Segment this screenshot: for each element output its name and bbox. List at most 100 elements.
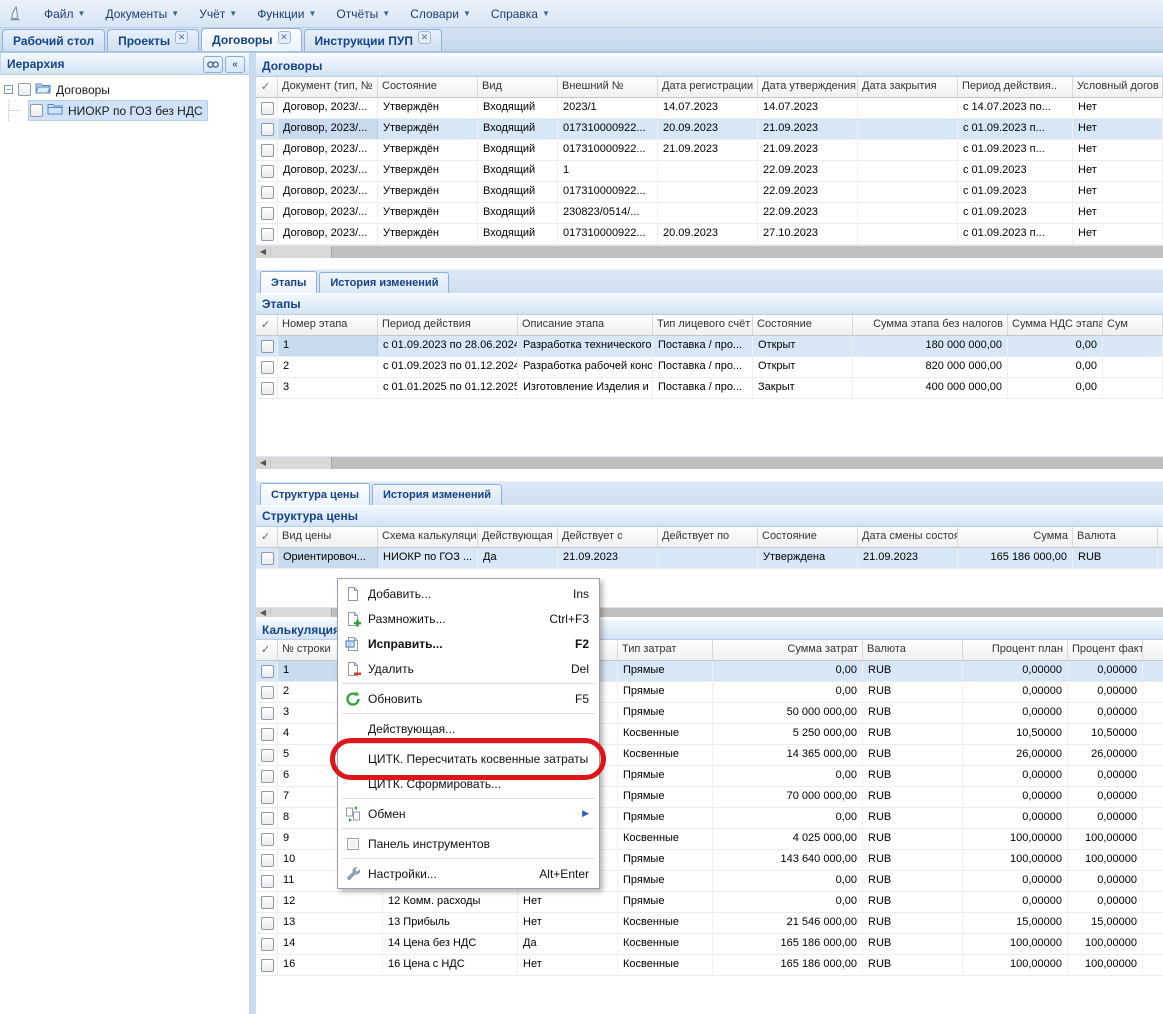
table-row[interactable]: 14 14 Цена без НДС Да Косвенные 165 186 000,… (256, 934, 1163, 955)
table-row[interactable]: Договор, 2023/... Утверждён Входящий 2023/1… (256, 98, 1163, 119)
close-icon[interactable]: ✕ (277, 30, 291, 44)
table-row[interactable]: Договор, 2023/... Утверждён Входящий 230823… (256, 203, 1163, 224)
row-checkbox-cell[interactable] (256, 661, 278, 681)
column-header[interactable]: Дата закрытия (858, 77, 958, 97)
column-header[interactable]: ✓ (256, 77, 278, 97)
row-checkbox[interactable] (261, 686, 274, 699)
menubar-item-1[interactable]: Файл ▼ (34, 3, 95, 25)
tree-checkbox[interactable] (30, 104, 43, 117)
tree-node-2[interactable]: НИОКР по ГОЗ без НДС (4, 100, 249, 121)
row-checkbox-cell[interactable] (256, 913, 278, 933)
tree-node-content[interactable]: НИОКР по ГОЗ без НДС (28, 100, 208, 121)
row-checkbox-cell[interactable] (256, 357, 278, 377)
workspace-tab-1[interactable]: Рабочий стол (2, 29, 106, 51)
row-checkbox-cell[interactable] (256, 892, 278, 912)
column-header[interactable]: Дата смены состоя (858, 527, 958, 547)
tree-node-content[interactable]: Договоры (17, 80, 114, 99)
context-menu-item-9[interactable]: Обмен ▶ (338, 801, 599, 826)
row-checkbox-cell[interactable] (256, 766, 278, 786)
table-row[interactable]: Договор, 2023/... Утверждён Входящий 017310… (256, 182, 1163, 203)
row-checkbox[interactable] (261, 382, 274, 395)
row-checkbox-cell[interactable] (256, 140, 278, 160)
menubar-item-3[interactable]: Учёт ▼ (189, 3, 247, 25)
column-header[interactable]: Номер этапа (278, 315, 378, 335)
row-checkbox[interactable] (261, 144, 274, 157)
column-header[interactable]: Сумма затрат (713, 640, 863, 660)
close-icon[interactable]: ✕ (175, 31, 189, 44)
column-header[interactable]: Валюта (1073, 527, 1158, 547)
row-checkbox[interactable] (261, 959, 274, 972)
row-checkbox-cell[interactable] (256, 548, 278, 568)
panel-splitter[interactable] (250, 53, 256, 1014)
column-header[interactable]: Сумма НДС этапа (1008, 315, 1103, 335)
column-header[interactable]: Период действия.. (958, 77, 1073, 97)
row-checkbox-cell[interactable] (256, 682, 278, 702)
table-row[interactable]: Договор, 2023/... Утверждён Входящий 017310… (256, 119, 1163, 140)
column-header[interactable]: Действующая (478, 527, 558, 547)
column-header[interactable]: Схема калькуляци (378, 527, 478, 547)
context-menu-item-6[interactable]: Действующая... (338, 716, 599, 741)
row-checkbox[interactable] (261, 102, 274, 115)
stages-hscrollbar[interactable]: ◀ (256, 456, 1163, 469)
row-checkbox-cell[interactable] (256, 955, 278, 975)
column-header[interactable]: Состояние (753, 315, 853, 335)
row-checkbox[interactable] (261, 665, 274, 678)
binoculars-icon[interactable] (203, 55, 223, 73)
table-row[interactable]: Ориентировоч... НИОКР по ГОЗ ... Да 21.09.2… (256, 548, 1163, 569)
column-header[interactable]: ✓ (256, 527, 278, 547)
scroll-left-icon[interactable]: ◀ (256, 246, 270, 258)
context-menu-item-7[interactable]: ЦИТК. Пересчитать косвенные затраты... (338, 746, 599, 771)
row-checkbox[interactable] (261, 770, 274, 783)
row-checkbox[interactable] (261, 728, 274, 741)
row-checkbox-cell[interactable] (256, 850, 278, 870)
row-checkbox[interactable] (261, 917, 274, 930)
menubar-item-2[interactable]: Документы ▼ (95, 3, 189, 25)
row-checkbox[interactable] (261, 875, 274, 888)
tree-node-1[interactable]: − Договоры (4, 79, 249, 100)
row-checkbox[interactable] (261, 165, 274, 178)
table-row[interactable]: Договор, 2023/... Утверждён Входящий 017310… (256, 224, 1163, 245)
row-checkbox[interactable] (261, 833, 274, 846)
column-header[interactable]: Внешний № (558, 77, 658, 97)
contracts-hscrollbar[interactable]: ◀ (256, 245, 1163, 258)
column-header[interactable]: Дата регистрации (658, 77, 758, 97)
column-header[interactable]: Процент план (963, 640, 1068, 660)
row-checkbox-cell[interactable] (256, 182, 278, 202)
scrollbar-thumb[interactable] (270, 246, 332, 258)
column-header[interactable]: Состояние (758, 527, 858, 547)
row-checkbox[interactable] (261, 207, 274, 220)
column-header[interactable]: Условный догов (1073, 77, 1163, 97)
subtab-1[interactable]: Структура цены (260, 483, 370, 505)
column-header[interactable]: Сумма этапа без налогов (853, 315, 1008, 335)
subtab-1[interactable]: Этапы (260, 271, 318, 293)
row-checkbox-cell[interactable] (256, 119, 278, 139)
scrollbar-thumb[interactable] (270, 457, 332, 469)
menubar-item-4[interactable]: Функции ▼ (247, 3, 326, 25)
price-structure-hscrollbar[interactable]: ◀ (256, 607, 1163, 617)
column-header[interactable]: Сумма (958, 527, 1073, 547)
context-menu-item-10[interactable]: Панель инструментов (338, 831, 599, 856)
row-checkbox-cell[interactable] (256, 378, 278, 398)
table-row[interactable]: 12 12 Комм. расходы Нет Прямые 0,00 RUB 0,0000… (256, 892, 1163, 913)
subtab-2[interactable]: История изменений (371, 484, 503, 505)
workspace-tab-2[interactable]: Проекты ✕ (107, 29, 200, 51)
row-checkbox-cell[interactable] (256, 745, 278, 765)
row-checkbox[interactable] (261, 340, 274, 353)
column-header[interactable]: Вид цены (278, 527, 378, 547)
table-row[interactable]: 16 16 Цена с НДС Нет Косвенные 165 186 000,0… (256, 955, 1163, 976)
tree-checkbox[interactable] (18, 83, 31, 96)
row-checkbox-cell[interactable] (256, 224, 278, 244)
row-checkbox[interactable] (261, 938, 274, 951)
row-checkbox-cell[interactable] (256, 98, 278, 118)
row-checkbox[interactable] (261, 186, 274, 199)
scroll-left-icon[interactable]: ◀ (256, 608, 270, 617)
row-checkbox-cell[interactable] (256, 787, 278, 807)
scrollbar-thumb[interactable] (270, 608, 332, 617)
context-menu-item-1[interactable]: Добавить... Ins (338, 581, 599, 606)
column-header[interactable]: Дата утверждения (758, 77, 858, 97)
column-header[interactable]: Тип лицевого счёт (653, 315, 753, 335)
context-menu-item-5[interactable]: Обновить F5 (338, 686, 599, 711)
context-menu-item-4[interactable]: Удалить Del (338, 656, 599, 681)
